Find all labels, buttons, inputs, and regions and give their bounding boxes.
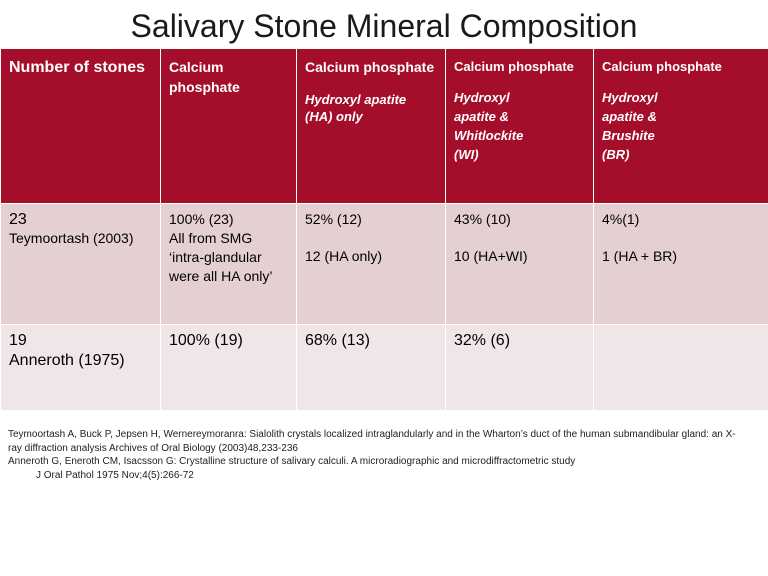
header-number-of-stones: Number of stones [0, 48, 161, 204]
slide-title: Salivary Stone Mineral Composition [130, 8, 638, 44]
study-author: Teymoortash (2003) [9, 230, 134, 246]
cell-line: 4%(1) [602, 211, 640, 227]
header-ha-wi-sub1: Hydroxyl [454, 90, 510, 105]
cell-line: 1 (HA + BR) [602, 248, 678, 264]
cell-line: 52% (12) [305, 211, 362, 227]
cell-line: were all HA only’ [169, 268, 273, 284]
header-ha-brushite: Calcium phosphate Hydroxyl apatite & Bru… [593, 48, 768, 204]
header-ha-br-main: Calcium phosphate [602, 59, 722, 74]
row-anneroth-c4 [593, 324, 768, 411]
cell-line: ‘intra-glandular [169, 249, 262, 265]
header-ha-only: Calcium phosphate Hydroxyl apatite (HA) … [296, 48, 446, 204]
row-teymoortash-c4: 4%(1) 1 (HA + BR) [593, 203, 768, 325]
header-ha-br-sub1: Hydroxyl [602, 90, 658, 105]
table-row: 23 Teymoortash (2003) 100% (23) All from… [0, 203, 768, 325]
table-header-row: Number of stones Calcium phosphate Calci… [0, 48, 768, 204]
reference-teymoortash-line1: Teymoortash A, Buck P, Jepsen H, Wernere… [8, 429, 736, 440]
study-author: Anneroth (1975) [9, 352, 125, 369]
row-anneroth-c1: 100% (19) [160, 324, 297, 411]
header-ha-wi-main: Calcium phosphate [454, 59, 574, 74]
row-anneroth-count: 19 Anneroth (1975) [0, 324, 161, 411]
reference-anneroth-line2: J Oral Pathol 1975 Nov;4(5):266-72 [36, 469, 194, 481]
stone-count: 19 [9, 332, 27, 349]
cell-line: 10 (HA+WI) [454, 248, 528, 264]
header-ha-br-sub4: (BR) [602, 147, 630, 162]
header-ha-br-sub: Hydroxyl apatite & Brushite (BR) [602, 88, 760, 164]
reference-teymoortash-line2: ray diffraction analysis Archives of Ora… [8, 442, 298, 454]
row-teymoortash-count: 23 Teymoortash (2003) [0, 203, 161, 325]
header-ha-wi-sub2: apatite & [454, 109, 509, 124]
cell-line: 12 (HA only) [305, 248, 383, 264]
header-ha-wi-sub: Hydroxyl apatite & Whitlockite (WI) [454, 88, 585, 164]
reference-anneroth-line1: Anneroth G, Eneroth CM, Isacsson G: Crys… [8, 456, 576, 467]
row-anneroth-c3: 32% (6) [445, 324, 594, 411]
cell-line: 43% (10) [454, 211, 511, 227]
references: Teymoortash A, Buck P, Jepsen H, Wernere… [8, 428, 760, 482]
header-ha-only-sub: Hydroxyl apatite (HA) only [305, 92, 407, 124]
cell-line: All from SMG [169, 230, 253, 246]
header-ha-wi-sub3: Whitlockite [454, 128, 524, 143]
header-ha-wi-sub4: (WI) [454, 147, 479, 162]
row-teymoortash-c2: 52% (12) 12 (HA only) [296, 203, 446, 325]
header-ha-br-sub2: apatite & [602, 109, 657, 124]
composition-table: Number of stones Calcium phosphate Calci… [0, 48, 768, 411]
header-ha-whitlockite: Calcium phosphate Hydroxyl apatite & Whi… [445, 48, 594, 204]
row-teymoortash-c1: 100% (23) All from SMG ‘intra-glandular … [160, 203, 297, 325]
row-anneroth-c2: 68% (13) [296, 324, 446, 411]
header-ha-br-sub3: Brushite [602, 128, 655, 143]
header-calcium-phosphate: Calcium phosphate [160, 48, 297, 204]
cell-line: 100% (23) [169, 211, 234, 227]
table-row: 19 Anneroth (1975) 100% (19) 68% (13) 32… [0, 324, 768, 411]
header-ha-only-main: Calcium phosphate [305, 59, 435, 75]
stone-count: 23 [9, 211, 27, 228]
row-teymoortash-c3: 43% (10) 10 (HA+WI) [445, 203, 594, 325]
